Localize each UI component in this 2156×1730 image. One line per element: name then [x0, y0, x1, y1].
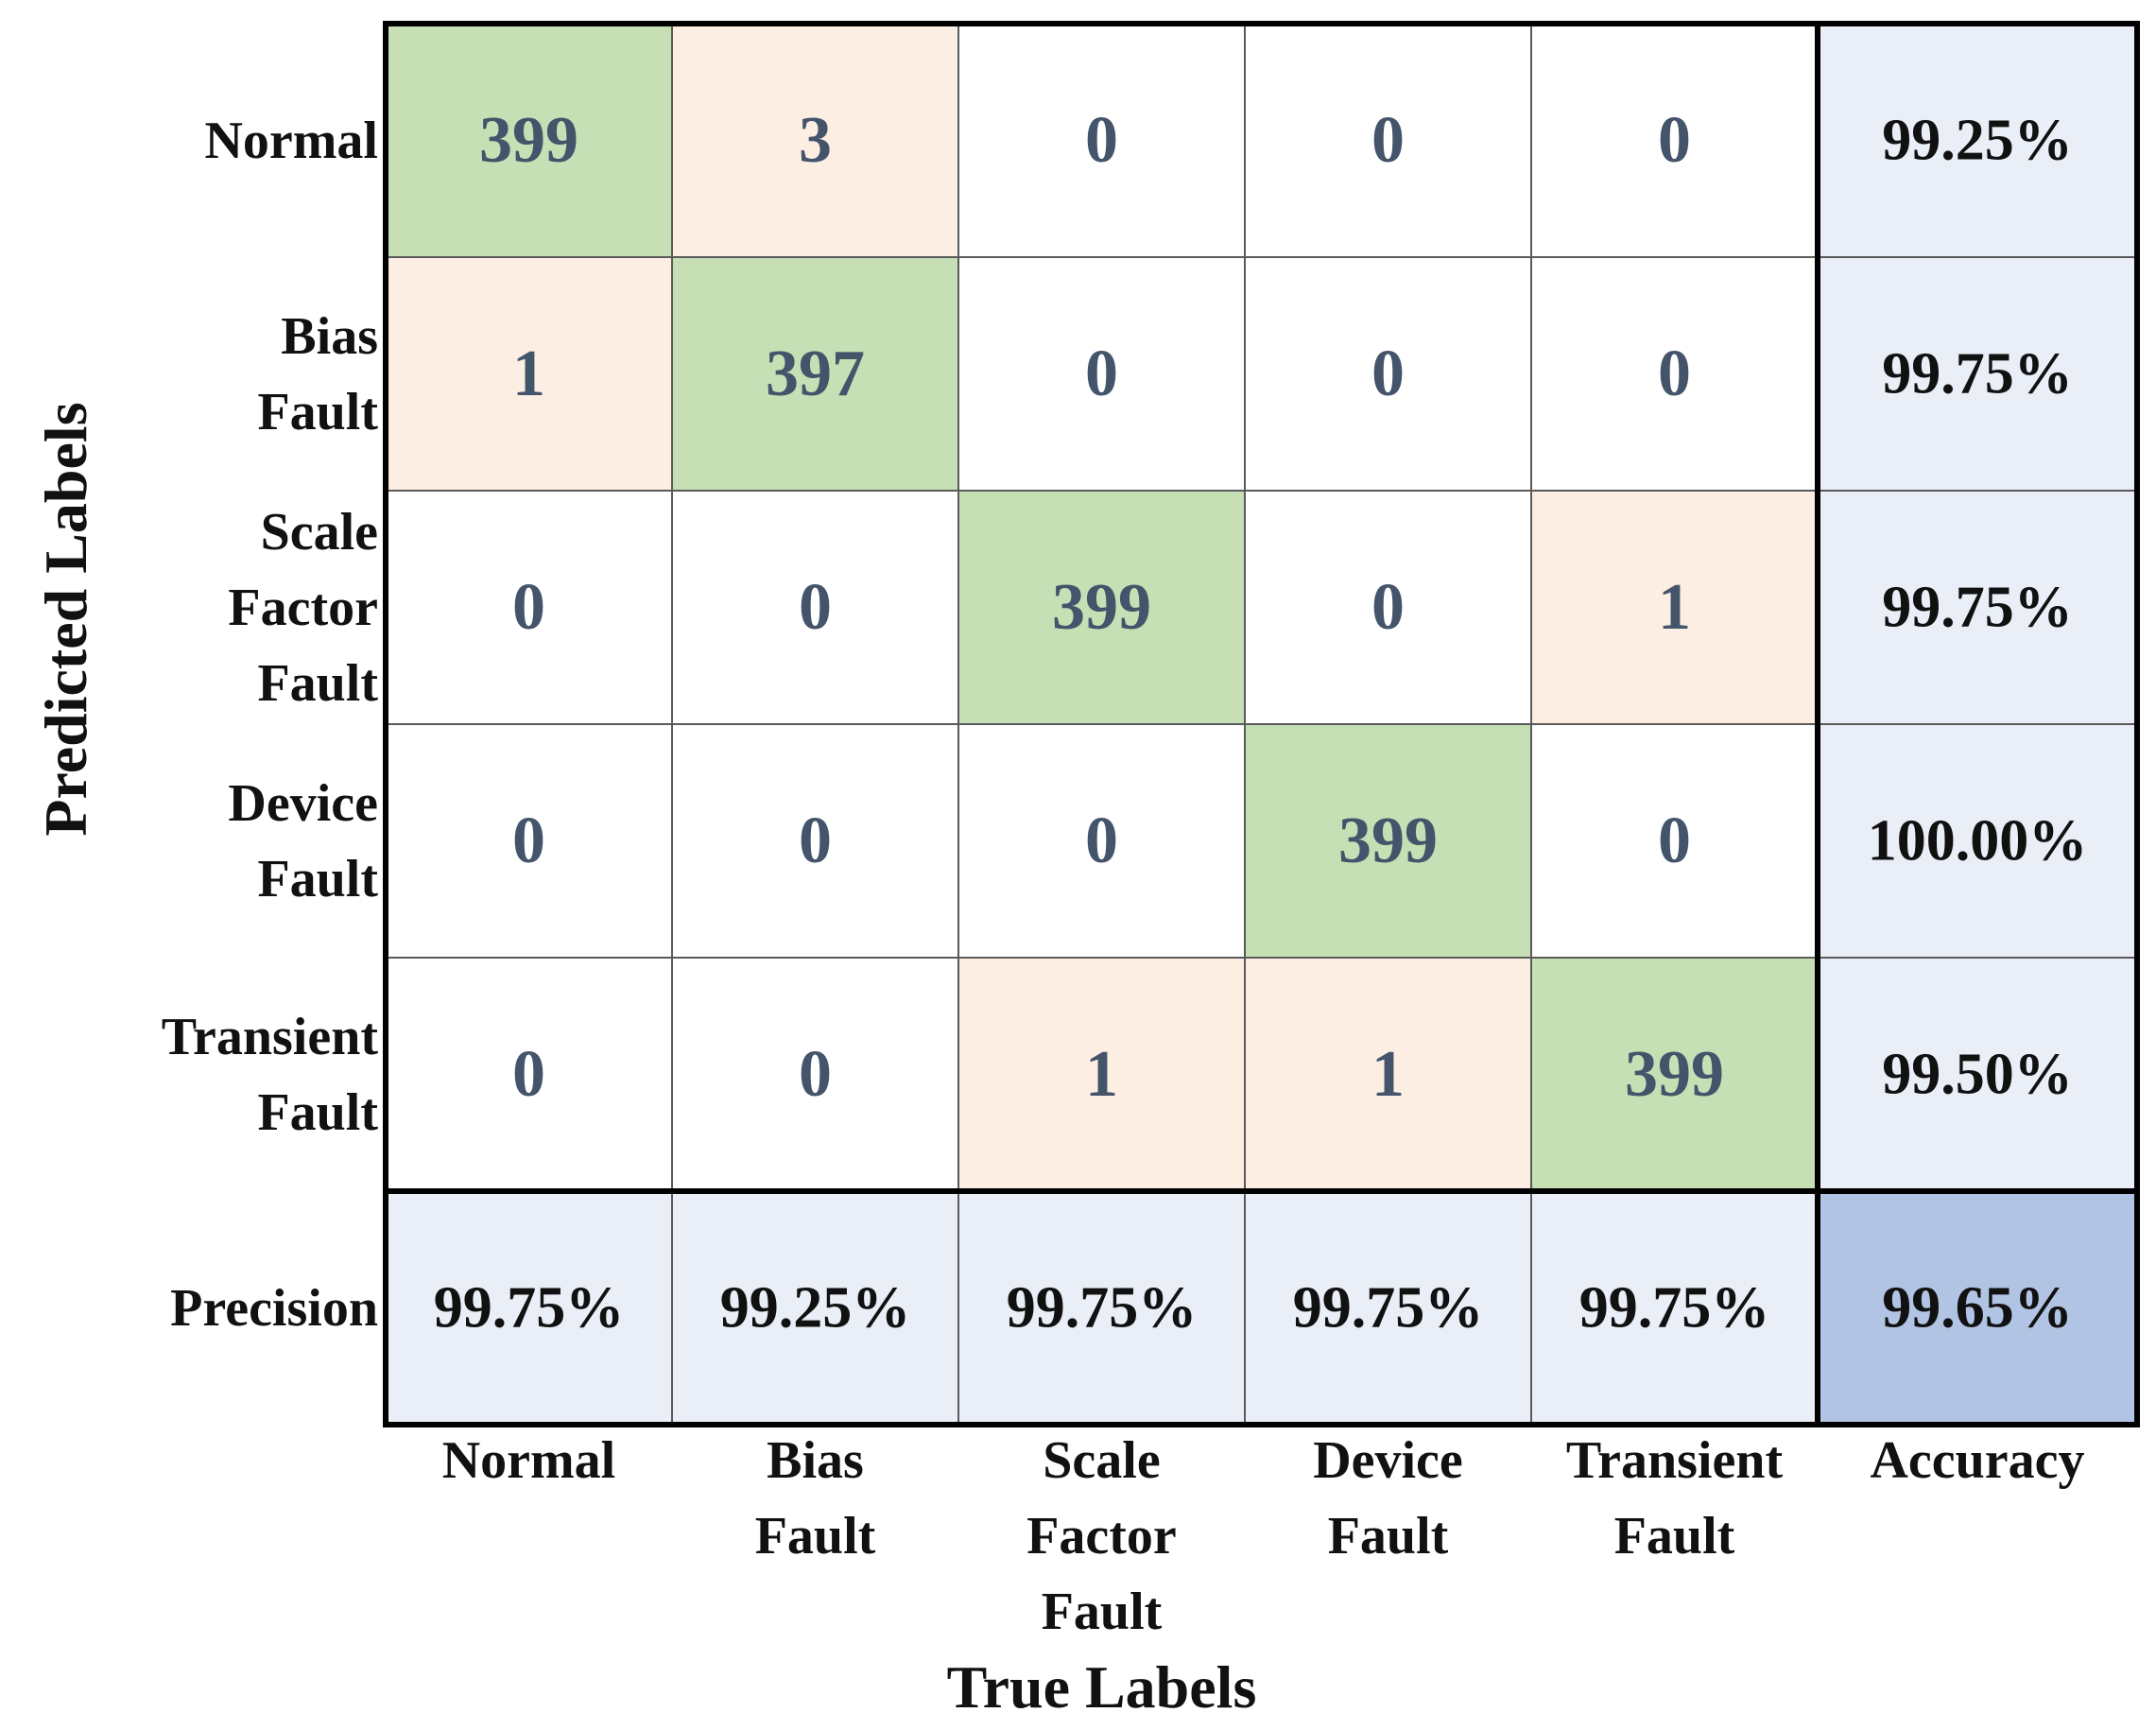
accuracy-value: 100.00%: [1868, 809, 2088, 874]
matrix-cell-value: 399: [1625, 1038, 1724, 1111]
col-label-scale-factor-fault: Scale Factor Fault: [1026, 1431, 1177, 1641]
matrix-cell: [385, 256, 673, 492]
matrix-cell-value: 0: [1371, 571, 1405, 644]
matrix-cell: [957, 490, 1246, 725]
col-label-bias-fault: Bias Fault: [754, 1431, 876, 1566]
matrix-cell: [671, 723, 959, 959]
matrix-cell-value: 0: [512, 571, 545, 644]
col-label-device-fault: Device Fault: [1313, 1431, 1463, 1566]
matrix-cell-value: 0: [1085, 804, 1118, 877]
matrix-cell: [957, 256, 1246, 492]
accuracy-value: 99.75%: [1882, 576, 2073, 640]
precision-cell: [957, 1190, 1246, 1426]
matrix-cell: [385, 723, 673, 959]
matrix-cell-value: 0: [512, 804, 545, 877]
matrix-cell-value: 0: [799, 1038, 832, 1111]
x-axis-title: True Labels: [946, 1653, 1257, 1721]
accuracy-cell: [1817, 490, 2138, 725]
matrix-cell: [1530, 490, 1819, 725]
matrix-cell-value: 1: [512, 337, 545, 410]
row-label-normal: Normal: [204, 111, 378, 170]
matrix-cell-value: 0: [1658, 804, 1691, 877]
matrix-cell-value: 0: [512, 1038, 545, 1111]
matrix-cell: [957, 723, 1246, 959]
matrix-cell-value: 399: [1338, 804, 1438, 877]
matrix-cell: [385, 490, 673, 725]
matrix-cell: [385, 23, 673, 258]
matrix-cell-value: 0: [1658, 104, 1691, 177]
matrix-cell-value: 3: [799, 104, 832, 177]
matrix-cell: [1530, 957, 1819, 1192]
row-label-bias-fault: Bias Fault: [257, 306, 378, 441]
matrix-cell: [1244, 256, 1532, 492]
matrix-cell-value: 0: [1658, 337, 1691, 410]
accuracy-cell: [1817, 256, 2138, 492]
col-label-accuracy: Accuracy: [1870, 1431, 2085, 1490]
matrix-cell: [385, 957, 673, 1192]
matrix-cell-value: 0: [1085, 104, 1118, 177]
matrix-cell-value: 1: [1371, 1038, 1405, 1111]
matrix-cell-value: 1: [1658, 571, 1691, 644]
accuracy-cell: [1817, 957, 2138, 1192]
matrix-cell-value: 399: [479, 104, 578, 177]
matrix-cell: [1530, 23, 1819, 258]
matrix-cell: [671, 490, 959, 725]
row-label-device-fault: Device Fault: [228, 773, 378, 908]
precision-value: 99.75%: [1579, 1276, 1770, 1341]
col-label-normal: Normal: [441, 1431, 616, 1490]
matrix-cell-value: 0: [1371, 337, 1405, 410]
precision-value: 99.75%: [1007, 1276, 1198, 1341]
matrix-cell: [957, 957, 1246, 1192]
matrix-cell-value: 0: [799, 804, 832, 877]
matrix-cell-value: 0: [1085, 337, 1118, 410]
accuracy-value: 99.75%: [1882, 342, 2073, 407]
row-label-precision: Precision: [170, 1278, 378, 1338]
y-axis-title: Predicted Labels: [32, 402, 99, 837]
precision-value: 99.75%: [1293, 1276, 1484, 1341]
matrix-cell-value: 1: [1085, 1038, 1118, 1111]
matrix-cell: [1244, 490, 1532, 725]
matrix-cell-value: 397: [766, 337, 865, 410]
accuracy-value: 99.25%: [1882, 109, 2073, 173]
matrix-cell: [1244, 723, 1532, 959]
matrix-cell-value: 399: [1052, 571, 1151, 644]
overall-accuracy-value: 99.65%: [1882, 1276, 2073, 1341]
col-label-transient-fault: Transient Fault: [1565, 1431, 1784, 1566]
matrix-cell-value: 0: [799, 571, 832, 644]
row-label-scale-factor-fault: Scale Factor Fault: [228, 502, 378, 713]
matrix-outer-border: [383, 21, 2140, 1427]
matrix-cell-value: 0: [1371, 104, 1405, 177]
accuracy-cell: [1817, 723, 2138, 959]
precision-cell: [671, 1190, 959, 1426]
precision-value: 99.75%: [434, 1276, 625, 1341]
accuracy-value: 99.50%: [1882, 1043, 2073, 1107]
matrix-cell: [671, 256, 959, 492]
precision-value: 99.25%: [720, 1276, 911, 1341]
row-label-transient-fault: Transient Fault: [161, 1007, 378, 1142]
matrix-cell: [1244, 957, 1532, 1192]
matrix-cell: [957, 23, 1246, 258]
